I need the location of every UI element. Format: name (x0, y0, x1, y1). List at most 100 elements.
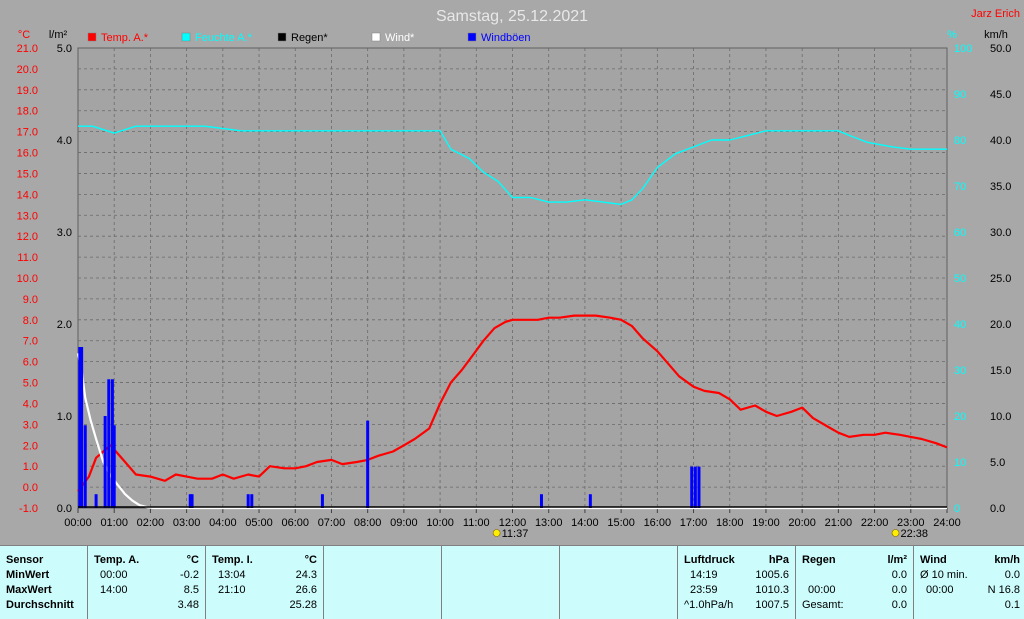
stats-temp-a: Temp. A. °C 00:00 -0.2 14:00 8.5 3.48 (88, 546, 206, 619)
series-line-1 (78, 125, 947, 206)
temp-tick-label-22: -1.0 (19, 503, 38, 515)
temp-tick-label-1: 20.0 (17, 64, 38, 76)
x-tick-label-2: 02:00 (137, 517, 165, 529)
chart-area: Samstag, 25.12.2021 Jarz Erich °C l/m²% km/h… (0, 0, 1024, 545)
temp-tick-label-0: 21.0 (17, 43, 38, 55)
wind-tick-label-2: 40.0 (990, 135, 1011, 147)
x-tick-label-5: 05:00 (245, 517, 273, 529)
temp-a-unit: °C (186, 554, 199, 566)
x-tick-label-18: 18:00 (716, 517, 744, 529)
x-tick-label-16: 16:00 (644, 517, 672, 529)
legend-label-0: Temp. A.* (101, 32, 149, 44)
author-label: Jarz Erich (971, 8, 1020, 20)
x-tick-label-14: 14:00 (571, 517, 599, 529)
pressure-max-time: 23:59 (690, 584, 718, 596)
legend-swatch-2 (277, 32, 287, 42)
pressure-trend-val: 1007.5 (755, 599, 789, 611)
temp-tick-label-16: 5.0 (23, 378, 38, 390)
temp-a-max-val: 8.5 (183, 584, 199, 596)
x-tick-label-15: 15:00 (607, 517, 635, 529)
wind-row2-time: 00:00 (926, 584, 954, 596)
chart-title: Samstag, 25.12.2021 (436, 8, 588, 25)
x-tick-label-12: 12:00 (499, 517, 527, 529)
wind-row2-val: N 16.8 (987, 584, 1020, 596)
humidity-tick-label-3: 70 (954, 181, 966, 193)
temp-i-avg: 25.28 (289, 599, 317, 611)
rain-total-label: Gesamt: (802, 599, 844, 611)
unit-rain: l/m² (49, 29, 68, 41)
weather-chart: Samstag, 25.12.2021 Jarz Erich °C l/m²% km/h… (17, 8, 1020, 540)
temp-a-header: Temp. A. (94, 554, 140, 566)
wind-tick-label-9: 5.0 (990, 457, 1005, 469)
stats-rain: Regen l/m² 0.0 00:00 0.0 Gesamt: 0.0 (796, 546, 914, 619)
legend-swatch-0 (87, 32, 97, 42)
temp-tick-label-20: 1.0 (23, 461, 38, 473)
temp-i-max-time: 21:10 (218, 584, 246, 596)
label-avg: Durchschnitt (6, 599, 74, 611)
temp-i-min-val: 24.3 (295, 569, 317, 581)
temp-tick-label-7: 14.0 (17, 189, 38, 201)
wind-tick-label-5: 25.0 (990, 273, 1011, 285)
temp-tick-label-6: 15.0 (17, 168, 38, 180)
legend-swatch-4 (467, 32, 477, 42)
x-tick-label-9: 09:00 (390, 517, 418, 529)
pressure-header: Luftdruck (684, 554, 735, 566)
wind-tick-label-6: 20.0 (990, 319, 1011, 331)
rain-max-val: 0.0 (891, 584, 907, 596)
wind-row3-val: 0.1 (1004, 599, 1020, 611)
label-max: MaxWert (6, 584, 52, 596)
temp-tick-label-8: 13.0 (17, 210, 38, 222)
series-line-0 (77, 314, 948, 492)
legend-label-2: Regen* (291, 32, 328, 44)
sunrise-label: 11:37 (502, 528, 529, 540)
pressure-min-val: 1005.6 (755, 569, 789, 581)
wind-tick-label-3: 35.0 (990, 181, 1011, 193)
stats-empty-2 (442, 546, 560, 619)
temp-tick-label-10: 11.0 (17, 252, 38, 264)
temp-tick-label-14: 7.0 (23, 336, 38, 348)
rain-tick-label-4: 1.0 (57, 411, 72, 423)
wind-tick-label-10: 0.0 (990, 503, 1005, 515)
stats-labels: Sensor MinWert MaxWert Durchschnitt (0, 546, 88, 619)
x-tick-label-17: 17:00 (680, 517, 708, 529)
temp-tick-label-19: 2.0 (23, 440, 38, 452)
x-tick-label-20: 20:00 (788, 517, 816, 529)
temp-i-unit: °C (304, 554, 317, 566)
x-tick-label-11: 11:00 (463, 517, 490, 529)
rain-tick-label-3: 2.0 (57, 319, 72, 331)
temp-a-max-time: 14:00 (100, 584, 128, 596)
humidity-tick-label-9: 10 (954, 457, 966, 469)
wind-row1-val: 0.0 (1004, 569, 1020, 581)
legend-swatch-1 (181, 32, 191, 42)
x-tick-label-21: 21:00 (825, 517, 853, 529)
temp-i-max-val: 26.6 (295, 584, 317, 596)
label-sensor: Sensor (6, 554, 44, 566)
unit-temp: °C (18, 29, 30, 41)
wind-tick-label-0: 50.0 (990, 43, 1011, 55)
pressure-max-val: 1010.3 (755, 584, 789, 596)
humidity-tick-label-2: 80 (954, 135, 966, 147)
unit-humidity: % (947, 29, 957, 41)
stats-empty-1 (324, 546, 442, 619)
sunrise-icon (492, 529, 501, 537)
humidity-tick-label-4: 60 (954, 227, 966, 239)
wind-row1-label: Ø 10 min. (920, 569, 968, 581)
unit-wind: km/h (984, 29, 1008, 41)
label-min: MinWert (6, 569, 50, 581)
temp-a-min-val: -0.2 (180, 569, 199, 581)
x-tick-label-13: 13:00 (535, 517, 563, 529)
humidity-tick-label-5: 50 (954, 273, 966, 285)
temp-tick-label-3: 18.0 (17, 106, 38, 118)
temp-tick-label-2: 19.0 (17, 85, 38, 97)
x-tick-label-4: 04:00 (209, 517, 237, 529)
temp-a-avg: 3.48 (177, 599, 199, 611)
sunset-icon (891, 529, 900, 537)
x-tick-label-6: 06:00 (281, 517, 309, 529)
wind-tick-label-1: 45.0 (990, 89, 1011, 101)
rain-header: Regen (802, 554, 836, 566)
x-tick-label-1: 01:00 (100, 517, 128, 529)
wind-tick-label-7: 15.0 (990, 365, 1011, 377)
rain-unit: l/m² (887, 554, 907, 566)
temp-tick-label-17: 4.0 (23, 398, 38, 410)
wind-unit: km/h (994, 554, 1020, 566)
